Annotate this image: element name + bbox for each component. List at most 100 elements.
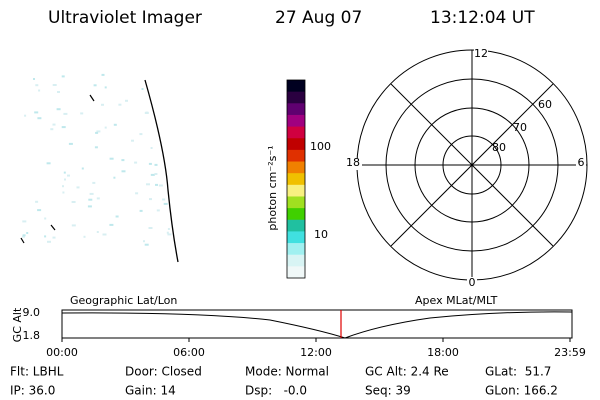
color-step	[287, 126, 305, 139]
speckle	[131, 139, 134, 142]
speckle	[50, 128, 54, 131]
y-tick: 9.0	[23, 306, 41, 319]
color-step	[287, 80, 305, 93]
speckle	[121, 170, 126, 173]
speckle	[47, 240, 51, 243]
speckle	[148, 227, 153, 229]
info-field: IP: 36.0	[10, 384, 55, 398]
colorbar-tick: 100	[310, 140, 331, 153]
speckle	[109, 223, 114, 226]
info-field: Flt: LBHL	[10, 365, 64, 379]
colorbar-frame	[286, 79, 306, 279]
speckle	[44, 217, 47, 220]
color-step	[287, 184, 305, 197]
speckle	[71, 201, 76, 203]
speckle	[101, 73, 105, 76]
speckle	[46, 162, 51, 165]
speckle	[61, 75, 65, 78]
speckle	[52, 84, 57, 86]
speckle	[35, 84, 39, 87]
speckle	[61, 126, 66, 129]
ring-label: 60	[538, 98, 552, 111]
speckle	[166, 231, 169, 234]
x-tick-label: 06:00	[173, 346, 205, 359]
color-step	[287, 266, 305, 279]
label-backs	[344, 47, 586, 289]
x-tick-label: 00:00	[46, 346, 78, 359]
color-step	[287, 231, 305, 244]
speckle	[71, 224, 76, 227]
date: 27 Aug 07	[275, 8, 362, 28]
speckle	[145, 111, 149, 114]
speckle	[89, 192, 94, 195]
ring-label: 70	[513, 121, 527, 134]
polar-label: 0	[469, 276, 476, 289]
speckle	[37, 209, 42, 212]
colorbar	[286, 79, 306, 279]
mark	[20, 237, 25, 244]
speckle	[146, 183, 150, 186]
speckle	[163, 202, 168, 205]
info: Flt: LBHL Door: Closed Mode: Normal GC Alt:…	[10, 365, 558, 398]
polar-grid	[356, 49, 588, 281]
speckle	[88, 198, 93, 201]
speckle	[92, 181, 96, 184]
mark	[89, 94, 95, 102]
plot-frame	[61, 309, 573, 339]
color-step	[287, 161, 305, 174]
speckle	[67, 174, 70, 177]
color-step	[287, 114, 305, 128]
speckle	[63, 171, 66, 174]
speckle	[96, 197, 100, 200]
info-field: GC Alt: 2.4 Re	[365, 365, 449, 379]
label-back	[344, 158, 362, 170]
label-back	[474, 47, 488, 59]
time: 13:12:04 UT	[430, 8, 535, 28]
x-tick-label: 12:00	[300, 346, 332, 359]
speckle	[139, 209, 143, 212]
speckle	[109, 157, 114, 160]
speckle	[143, 240, 145, 243]
speckle	[104, 126, 107, 129]
speckle	[96, 130, 101, 133]
speckle	[104, 86, 107, 89]
speckle	[113, 123, 117, 126]
mark	[50, 224, 56, 231]
speckle	[162, 198, 166, 201]
speckle	[125, 99, 128, 102]
color-step	[287, 208, 305, 221]
color-step	[287, 173, 305, 186]
speckle	[134, 161, 138, 164]
speckle	[34, 111, 39, 114]
speckle	[87, 205, 92, 208]
right-label: Apex MLat/MLT	[415, 294, 498, 307]
speckle	[33, 78, 35, 80]
color-step	[287, 138, 305, 151]
speckle	[102, 233, 107, 236]
speckle	[37, 117, 42, 120]
info-field: Door: Closed	[125, 365, 202, 379]
info-field: Seq: 39	[365, 384, 411, 398]
colorbar-label: photon cm⁻²s⁻¹	[266, 145, 279, 230]
speckle	[57, 91, 60, 93]
y-label: GC Alt	[11, 307, 24, 342]
y-tick: 1.8	[23, 329, 41, 342]
speckle	[154, 163, 158, 166]
diagonal	[390, 83, 554, 247]
speckle	[64, 178, 66, 181]
label-back	[576, 158, 586, 170]
speckle	[141, 88, 144, 90]
color-step	[287, 243, 305, 256]
polar-label: 18	[346, 156, 360, 169]
speckle	[144, 243, 149, 246]
speckle	[148, 162, 152, 165]
limb-curve	[144, 79, 179, 263]
speckle	[35, 200, 39, 203]
speckle	[95, 131, 99, 134]
info-field: GLat: 51.7	[485, 365, 551, 379]
speckle	[80, 112, 84, 115]
speckle	[56, 108, 61, 111]
speckle	[94, 146, 98, 149]
speckle	[101, 103, 104, 106]
